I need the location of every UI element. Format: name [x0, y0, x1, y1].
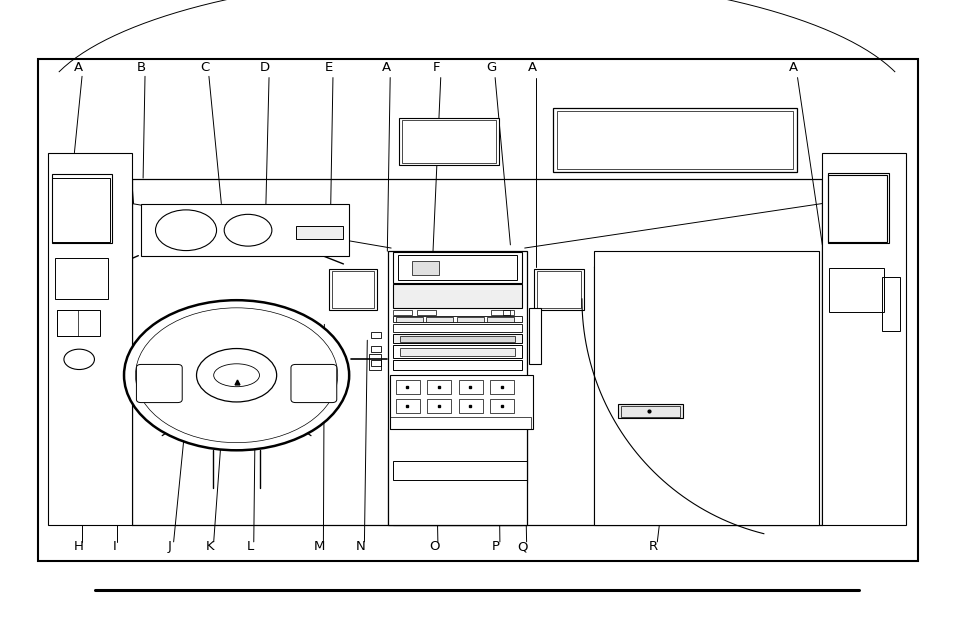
Text: M: M	[314, 541, 325, 553]
Bar	[52, 178, 110, 242]
Bar	[52, 174, 112, 243]
Bar	[557, 111, 792, 169]
Text: B: B	[136, 62, 146, 74]
Bar	[490, 399, 514, 413]
Text: H: H	[73, 541, 83, 553]
Circle shape	[64, 349, 94, 370]
Bar	[828, 268, 883, 312]
Bar	[618, 404, 682, 418]
Bar	[371, 332, 380, 338]
Bar	[393, 360, 521, 370]
Bar	[458, 399, 482, 413]
Bar	[398, 118, 498, 165]
Bar	[827, 173, 888, 243]
Bar	[38, 59, 917, 561]
Bar	[393, 324, 521, 332]
Text: F: F	[433, 62, 440, 74]
Bar	[393, 252, 521, 283]
Ellipse shape	[213, 364, 259, 387]
Bar	[401, 120, 496, 163]
Bar	[371, 360, 380, 366]
Bar	[141, 204, 349, 256]
Text: K: K	[205, 541, 214, 553]
Text: L: L	[246, 541, 253, 553]
Circle shape	[196, 349, 276, 402]
Bar	[620, 406, 679, 417]
Text: I: I	[112, 541, 116, 553]
Circle shape	[135, 308, 337, 443]
Bar	[57, 310, 100, 336]
Text: G: G	[486, 62, 496, 74]
Bar	[393, 461, 526, 480]
Text: A: A	[788, 62, 798, 74]
Text: P: P	[492, 541, 499, 553]
Circle shape	[224, 214, 272, 246]
Bar	[456, 317, 483, 322]
Bar	[371, 346, 380, 352]
Bar	[395, 380, 419, 394]
Bar	[393, 345, 521, 358]
Bar	[426, 317, 453, 322]
Bar	[399, 336, 515, 342]
Circle shape	[155, 210, 216, 251]
Bar	[393, 284, 521, 308]
Text: A: A	[527, 62, 537, 74]
Polygon shape	[48, 153, 132, 525]
Text: C: C	[200, 62, 210, 74]
Bar	[399, 348, 515, 356]
FancyBboxPatch shape	[291, 364, 336, 403]
Text: J: J	[168, 541, 172, 553]
Text: O: O	[428, 541, 439, 553]
Bar	[295, 226, 343, 238]
FancyBboxPatch shape	[136, 364, 182, 403]
Text: R: R	[648, 541, 658, 553]
Bar	[416, 310, 436, 315]
Text: A: A	[73, 62, 83, 74]
Bar	[491, 310, 510, 315]
Circle shape	[124, 300, 349, 450]
Bar	[390, 375, 533, 429]
Bar	[827, 175, 886, 242]
Bar	[393, 310, 412, 315]
Bar	[502, 310, 514, 315]
Bar	[427, 399, 451, 413]
Bar	[332, 271, 374, 308]
Bar	[594, 251, 818, 525]
Bar	[529, 308, 540, 364]
Bar	[390, 417, 531, 429]
Text: E: E	[325, 62, 333, 74]
Text: N: N	[355, 541, 365, 553]
Bar	[393, 316, 521, 322]
Bar	[369, 354, 380, 370]
Bar	[882, 277, 899, 331]
Bar	[534, 269, 583, 310]
Bar	[395, 317, 422, 322]
Bar	[487, 317, 514, 322]
Bar	[395, 399, 419, 413]
Text: D: D	[260, 62, 270, 74]
Bar	[329, 269, 376, 310]
Bar	[458, 380, 482, 394]
Text: A: A	[381, 62, 391, 74]
Bar	[490, 380, 514, 394]
Bar	[57, 310, 78, 336]
Bar	[537, 271, 580, 308]
Bar	[388, 251, 526, 525]
Polygon shape	[821, 153, 905, 525]
Text: Q: Q	[517, 541, 528, 553]
Bar	[553, 108, 796, 172]
Bar	[55, 258, 108, 299]
Bar	[412, 261, 438, 275]
Bar	[397, 255, 517, 280]
Bar	[427, 380, 451, 394]
Bar	[393, 334, 521, 343]
